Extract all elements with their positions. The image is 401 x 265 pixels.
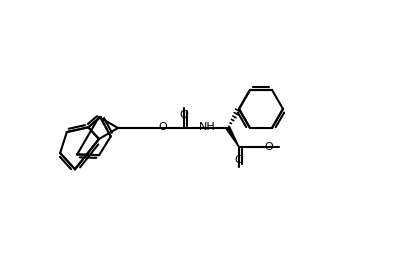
Text: O: O [180,110,188,120]
Text: NH: NH [198,122,215,132]
Polygon shape [226,127,239,147]
Text: O: O [159,122,167,132]
Text: O: O [235,155,243,165]
Text: O: O [264,142,273,152]
